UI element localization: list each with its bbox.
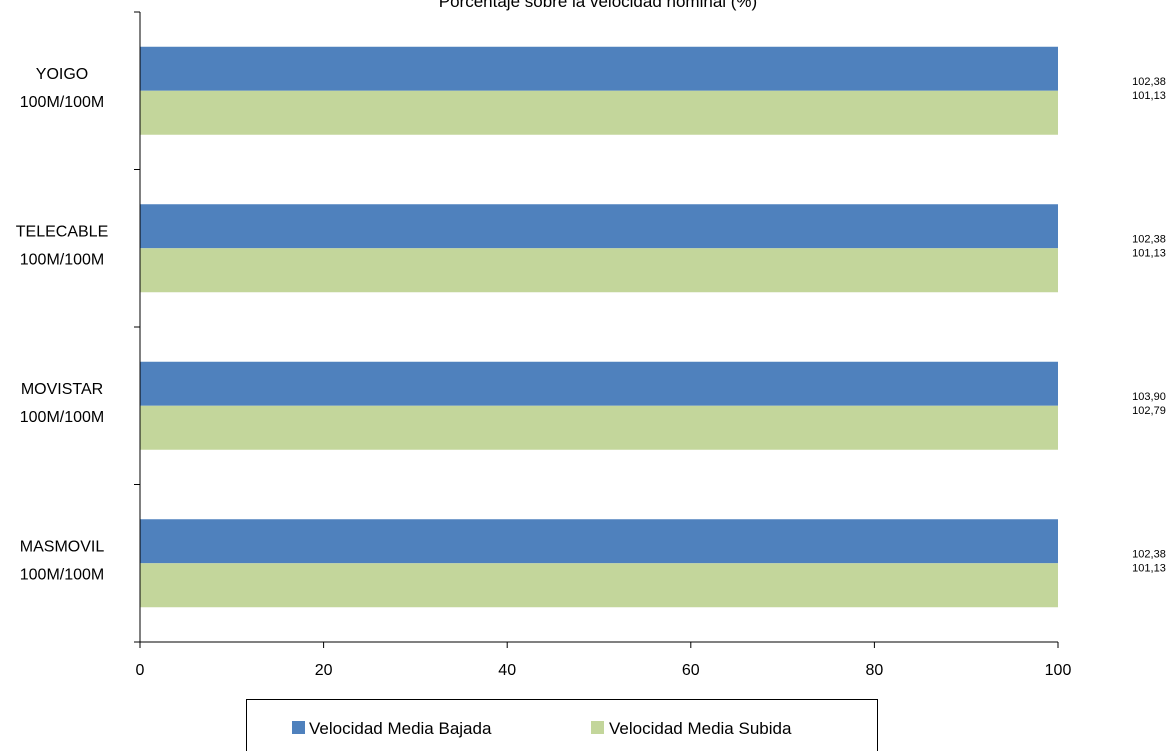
data-label: 102,79: [1132, 405, 1166, 417]
x-tick-label: 60: [682, 662, 700, 679]
x-tick-label: 100: [1045, 662, 1072, 679]
data-label: 102,38: [1132, 233, 1166, 245]
bar-bajada-3: [140, 519, 1058, 564]
category-label: 100M/100M: [20, 94, 105, 111]
bar-subida-2: [140, 405, 1058, 450]
axis-layer: 0 20 40 60 80 100: [134, 11, 1072, 679]
legend-swatch-subida: [591, 721, 604, 734]
labels-layer: 102,38 101,13 YOIGO 100M/100M 102,38 101,13 TE…: [16, 66, 1166, 584]
bars-layer: [140, 46, 1058, 608]
data-label: 103,90: [1132, 391, 1166, 403]
category-label: 100M/100M: [20, 251, 105, 268]
data-label: 102,38: [1132, 76, 1166, 88]
category-label: MOVISTAR: [21, 381, 103, 398]
bar-bajada-1: [140, 204, 1058, 249]
category-label: TELECABLE: [16, 223, 108, 240]
legend-label-subida: Velocidad Media Subida: [609, 719, 792, 738]
bar-subida-3: [140, 563, 1058, 608]
x-tick-label: 20: [315, 662, 333, 679]
data-label: 101,13: [1132, 90, 1166, 102]
x-tick-label: 80: [866, 662, 884, 679]
data-label: 101,13: [1132, 562, 1166, 574]
data-label: 101,13: [1132, 247, 1166, 259]
legend-label-bajada: Velocidad Media Bajada: [309, 719, 492, 738]
x-tick-label: 0: [136, 662, 145, 679]
chart-title: Porcentaje sobre la velocidad nominal (%…: [439, 0, 757, 11]
bar-subida-1: [140, 248, 1058, 293]
legend-box: [246, 699, 878, 751]
data-label: 102,38: [1132, 548, 1166, 560]
bar-subida-0: [140, 90, 1058, 135]
category-label: 100M/100M: [20, 409, 105, 426]
category-label: YOIGO: [36, 66, 88, 83]
legend: Velocidad Media Bajada Velocidad Media Su…: [246, 699, 878, 751]
x-tick-label: 40: [498, 662, 516, 679]
category-label: 100M/100M: [20, 566, 105, 583]
bar-bajada-0: [140, 46, 1058, 91]
bar-bajada-2: [140, 361, 1058, 406]
category-label: MASMOVIL: [20, 538, 105, 555]
legend-swatch-bajada: [292, 721, 305, 734]
